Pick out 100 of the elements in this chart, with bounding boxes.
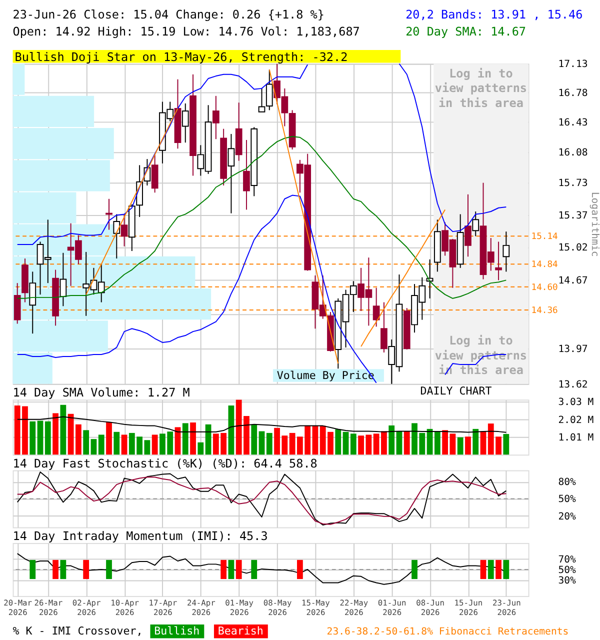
x-tick-label: 08-May 2026 bbox=[263, 598, 292, 618]
y-tick-label: 70% bbox=[558, 554, 576, 566]
x-tick-label: 08-Jun 2026 bbox=[416, 598, 445, 618]
y-tick-label: 2.02 M bbox=[558, 414, 594, 426]
band-label: Log in to view patterns in this area bbox=[434, 66, 528, 110]
y-tick-label: 16.43 bbox=[558, 117, 588, 128]
legend-title: % K - IMI Crossover, bbox=[12, 624, 143, 638]
bar bbox=[266, 432, 272, 455]
y-tick-label: 15.73 bbox=[558, 178, 588, 190]
bar bbox=[465, 436, 471, 455]
y-tick-label: 80% bbox=[558, 477, 576, 488]
y-tick-label: 17.13 bbox=[558, 59, 588, 70]
x-tick-label: 17-Apr 2026 bbox=[148, 598, 178, 618]
bar bbox=[388, 425, 395, 455]
y-tick-label: 16.78 bbox=[558, 88, 588, 100]
candlestick bbox=[212, 95, 220, 140]
candlestick bbox=[151, 154, 158, 194]
bar bbox=[251, 424, 258, 455]
y-tick-label: 20% bbox=[558, 511, 576, 522]
bar bbox=[44, 421, 51, 455]
candlestick bbox=[472, 211, 480, 237]
bar bbox=[30, 421, 36, 455]
text: 20 Day SMA: 14.67 bbox=[406, 24, 526, 38]
candlestick bbox=[243, 139, 250, 210]
bar bbox=[228, 406, 234, 455]
text: Bullish Doji Star on 13-May-26, Strength: -32.2 bbox=[14, 50, 348, 64]
chart-title: 14 Day SMA Volume: 1.27 M bbox=[12, 386, 190, 400]
bar bbox=[335, 429, 342, 455]
candlestick bbox=[182, 102, 189, 144]
y-tick-label: 13.62 bbox=[558, 379, 588, 390]
y-tick-label: 15.02 bbox=[558, 242, 588, 254]
y-tick-label: 50% bbox=[558, 564, 576, 576]
line-series bbox=[16, 416, 507, 433]
bar bbox=[258, 431, 265, 455]
x-tick-label: 10-Apr 2026 bbox=[110, 598, 140, 618]
candlestick bbox=[266, 68, 273, 111]
bar bbox=[114, 432, 120, 455]
candlestick bbox=[464, 194, 472, 258]
candlestick bbox=[113, 214, 120, 259]
ref-line-label: 14.36 bbox=[531, 306, 558, 316]
bar bbox=[480, 431, 486, 455]
bar bbox=[472, 428, 479, 455]
y-tick-label: 1.01 M bbox=[558, 432, 594, 444]
text: 23.6-38.2-50-61.8% Fibonacci Retracements bbox=[326, 626, 569, 638]
x-tick-label: 24-Apr 2026 bbox=[186, 598, 216, 618]
chart-title: 14 Day Intraday Momentum (IMI): 45.3 bbox=[12, 529, 268, 544]
bar bbox=[182, 423, 188, 455]
x-tick-label: 15-Jun 2026 bbox=[454, 598, 483, 618]
y-tick-label: 30% bbox=[558, 576, 576, 587]
bar bbox=[312, 426, 318, 455]
bar bbox=[60, 404, 66, 455]
bar bbox=[52, 413, 58, 455]
bar bbox=[205, 424, 212, 455]
text: 20,2 Bands: 13.91 , 15.46 bbox=[406, 8, 583, 22]
candlestick bbox=[60, 252, 67, 307]
y-tick-label: 13.97 bbox=[558, 344, 588, 355]
bar bbox=[396, 431, 402, 455]
bar bbox=[90, 439, 97, 455]
ref-line-label: 14.84 bbox=[531, 260, 558, 270]
candlestick bbox=[258, 88, 266, 112]
bar bbox=[37, 420, 44, 455]
text: DAILY CHART bbox=[420, 384, 492, 398]
bar bbox=[190, 422, 196, 455]
bar bbox=[350, 434, 356, 455]
text: Bullish bbox=[154, 624, 200, 638]
bar bbox=[98, 434, 104, 455]
x-tick-label: 26-Mar 2026 bbox=[34, 598, 63, 618]
x-tick-label: 15-May 2026 bbox=[302, 598, 330, 618]
candlestick bbox=[495, 241, 502, 281]
candlestick bbox=[120, 214, 128, 247]
x-tick-label: 01-Jun 2026 bbox=[378, 598, 407, 618]
bar bbox=[121, 434, 128, 455]
ref-line-label: 15.14 bbox=[531, 232, 558, 242]
y-tick-label: 50% bbox=[558, 494, 576, 506]
chart-title: 14 Day Fast Stochastic (%K) (%D): 64.4 58.8 bbox=[12, 456, 318, 470]
chart-subtitle: Open: 14.92 High: 15.19 Low: 14.76 Vol: 1,183,687 bbox=[12, 24, 360, 38]
y-axis-title: Logarithmic bbox=[588, 192, 600, 257]
y-tick-label: 16.08 bbox=[558, 148, 588, 159]
bar bbox=[450, 434, 456, 455]
bar bbox=[457, 437, 464, 455]
bar bbox=[342, 432, 349, 455]
x-tick-label: 22-May 2026 bbox=[340, 598, 368, 618]
bar bbox=[503, 434, 510, 455]
bar bbox=[198, 442, 204, 455]
bar bbox=[404, 431, 410, 455]
y-tick-label: 14.67 bbox=[558, 276, 588, 287]
bar bbox=[442, 430, 448, 455]
bar bbox=[434, 432, 440, 455]
bar bbox=[83, 430, 90, 455]
candlestick bbox=[380, 302, 388, 353]
x-tick-label: 23-Jun 2026 bbox=[492, 598, 522, 618]
ref-line-label: 14.60 bbox=[531, 282, 558, 293]
text: Bearish bbox=[218, 624, 264, 638]
bar bbox=[174, 427, 181, 455]
y-tick-label: 15.37 bbox=[558, 210, 588, 222]
x-tick-label: 02-Apr 2026 bbox=[72, 598, 102, 618]
candlestick bbox=[372, 287, 380, 328]
candlestick bbox=[502, 231, 510, 272]
x-tick-label: 20-Mar 2026 bbox=[4, 598, 32, 618]
x-tick-label: 01-May 2026 bbox=[225, 598, 254, 618]
